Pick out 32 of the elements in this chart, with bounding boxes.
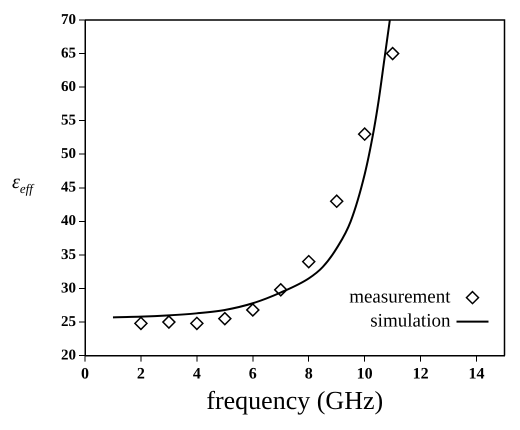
x-axis-title: frequency (GHz) — [206, 386, 384, 416]
y-tick-label: 35 — [61, 246, 76, 263]
point — [162, 315, 176, 329]
y-tick-label: 55 — [61, 112, 76, 129]
y-tick-label: 45 — [61, 180, 76, 196]
point — [274, 283, 288, 297]
y-tick-label: 20 — [61, 347, 76, 364]
x-tick-label: 8 — [304, 365, 313, 382]
x-tick-label: 12 — [412, 365, 429, 382]
point — [134, 316, 148, 330]
point — [302, 254, 316, 268]
legend-label: measurement — [349, 286, 452, 308]
point — [330, 194, 344, 208]
x-tick-label: 6 — [248, 365, 257, 382]
point — [218, 312, 232, 326]
y-tick-label: 70 — [61, 12, 76, 28]
point — [358, 127, 372, 141]
y-tick-label: 50 — [61, 146, 76, 162]
point — [386, 46, 400, 60]
x-tick-label: 0 — [81, 365, 89, 382]
x-tick-label: 14 — [468, 365, 485, 382]
y-tick-label: 65 — [61, 45, 76, 62]
y-tick-label: 40 — [61, 213, 76, 230]
x-tick-label: 4 — [192, 365, 201, 382]
point — [246, 303, 260, 317]
y-tick-label: 25 — [61, 314, 76, 330]
y-tick-label: 60 — [61, 78, 76, 95]
x-tick-label: 10 — [356, 365, 373, 382]
legend-label: simulation — [370, 310, 451, 332]
y-tick-label: 30 — [61, 280, 76, 296]
point — [190, 316, 204, 330]
x-tick-label: 2 — [136, 365, 145, 382]
